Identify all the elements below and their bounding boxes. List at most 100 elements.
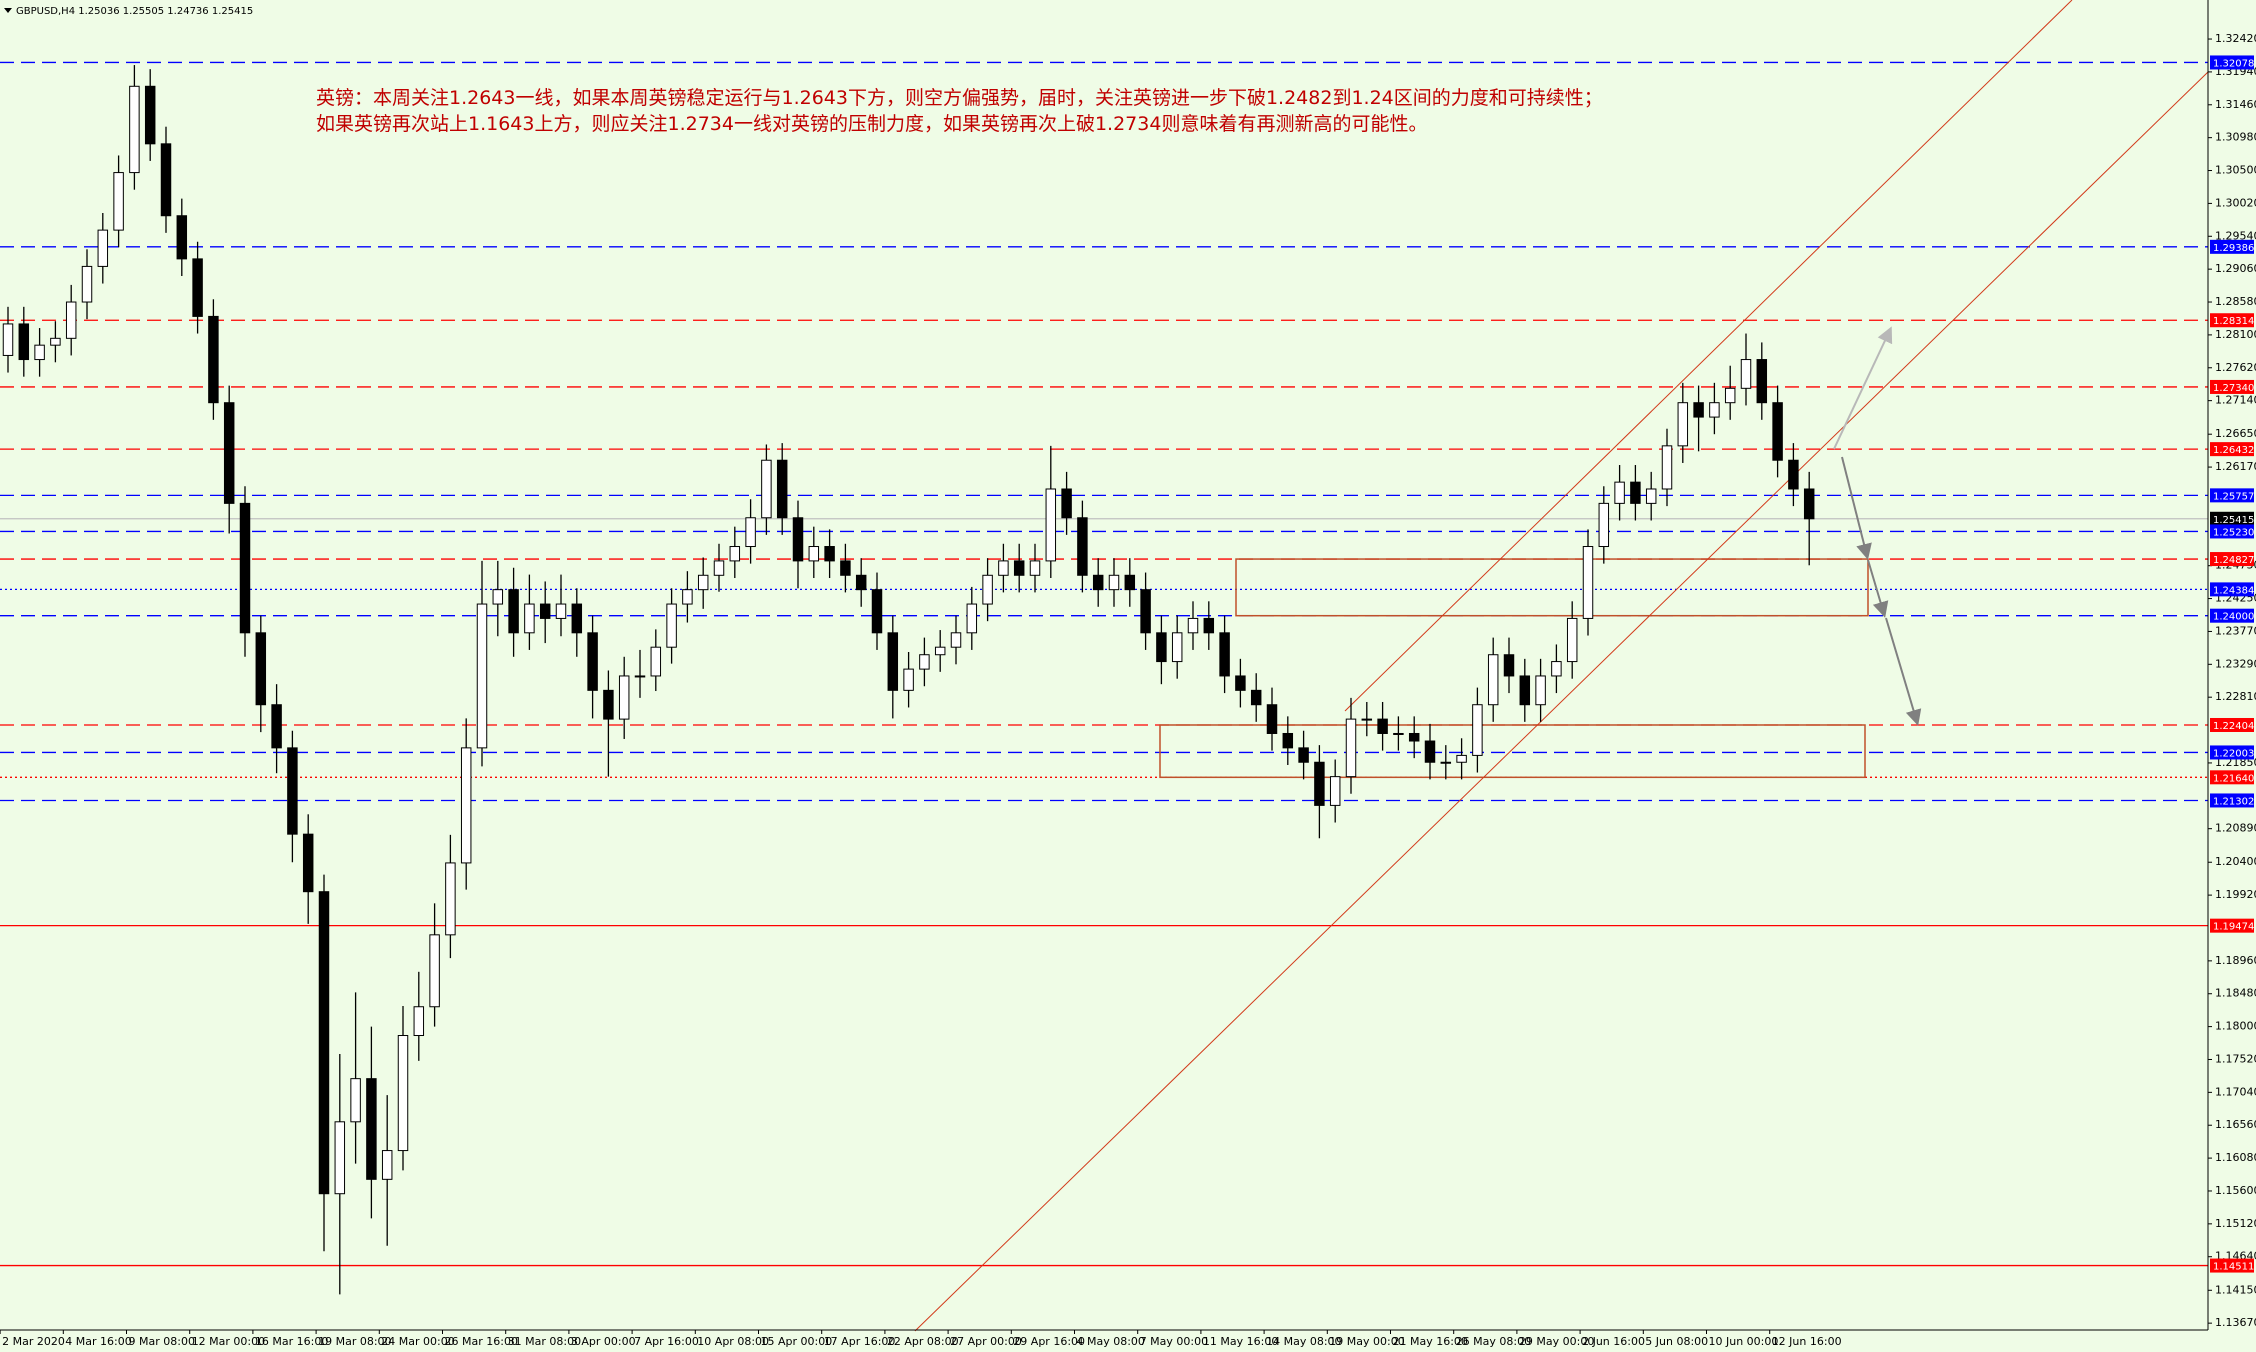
candle-body [1282, 732, 1294, 749]
y-tick-label: 1.16560 [2215, 1118, 2256, 1131]
x-tick-label: 7 Apr 16:00 [634, 1335, 699, 1348]
y-tick-label: 1.14150 [2215, 1283, 2256, 1296]
candle-body [1551, 661, 1562, 677]
y-tick-label: 1.22810 [2215, 690, 2256, 703]
candle-body [334, 1121, 346, 1195]
y-tick-label: 1.28580 [2215, 295, 2256, 308]
x-tick-label: 26 May 08:00 [1456, 1335, 1531, 1348]
y-tick-label: 1.18480 [2215, 987, 2256, 1000]
level-label: 1.14511 [2213, 1262, 2254, 1273]
y-tick-label: 1.16080 [2215, 1151, 2256, 1164]
y-tick-label: 1.26650 [2215, 427, 2256, 440]
y-tick-label: 1.20400 [2215, 855, 2256, 868]
candle-body [1661, 445, 1673, 490]
candle-body [776, 459, 788, 519]
candle-body [950, 632, 962, 648]
candle-body [492, 589, 504, 605]
level-label-box [2210, 793, 2254, 808]
menu-icon [4, 8, 12, 13]
candle-body [1693, 402, 1704, 418]
candle-body [1724, 387, 1736, 404]
x-tick-label: 2 Jun 16:00 [1582, 1335, 1645, 1348]
level-label-box [2210, 55, 2254, 70]
candle-body [729, 546, 741, 562]
candle-body [1314, 761, 1325, 806]
candle-body [1235, 675, 1246, 691]
candle-body [1740, 359, 1752, 389]
y-tick-label: 1.30980 [2215, 131, 2256, 144]
candle-body [524, 603, 535, 634]
zones [1159, 558, 1869, 779]
candle-body [302, 833, 314, 893]
candle-body [1187, 617, 1199, 634]
y-tick-label: 1.13670 [2215, 1316, 2256, 1329]
level-label: 1.24827 [2213, 555, 2254, 566]
candle-body [808, 546, 820, 562]
candle-body [113, 172, 124, 231]
y-tick-label: 1.17520 [2215, 1052, 2256, 1065]
y-tick-label: 1.29540 [2215, 229, 2256, 242]
candle-body [1077, 517, 1088, 576]
arrow [1885, 617, 1922, 726]
candle-body [745, 517, 756, 548]
y-tick-label: 1.30020 [2215, 196, 2256, 209]
candle-body [1630, 481, 1641, 504]
candle-body [1361, 718, 1373, 721]
x-tick-label: 3 Apr 00:00 [571, 1335, 636, 1348]
candle-body [366, 1078, 377, 1180]
candle-body [239, 502, 251, 634]
level-label: 1.22003 [2213, 748, 2254, 759]
candle-body [81, 265, 93, 303]
y-tick-label: 1.27620 [2215, 361, 2256, 374]
level-label-box [2210, 379, 2254, 394]
candle-body [871, 589, 883, 634]
candle-body [350, 1078, 361, 1123]
level-label-box [2210, 770, 2254, 785]
candle-body [1219, 632, 1230, 677]
candle-body [318, 891, 330, 1195]
candle-body [982, 574, 993, 605]
x-tick-label: 16 Mar 16:00 [255, 1335, 328, 1348]
y-tick-label: 1.26170 [2215, 460, 2256, 473]
x-tick-label: 2 Mar 2020 [2, 1335, 65, 1348]
candle-body [1677, 402, 1689, 447]
x-tick-label: 9 Mar 08:00 [129, 1335, 195, 1348]
candle-body [603, 689, 614, 720]
candle-body [792, 517, 804, 562]
x-tick-label: 24 Mar 00:00 [381, 1335, 454, 1348]
candle-body [271, 704, 282, 749]
candle-body [634, 675, 646, 678]
x-tick-label: 21 May 16:00 [1393, 1335, 1468, 1348]
level-label-box [2210, 717, 2254, 732]
level-label-box [2210, 608, 2254, 623]
candle-body [1709, 402, 1720, 418]
candle-body [1092, 574, 1104, 591]
level-label: 1.28314 [2213, 316, 2254, 327]
x-tick-label: 10 Jun 00:00 [1709, 1335, 1779, 1348]
y-tick-label: 1.23770 [2215, 624, 2256, 637]
candle-body [1171, 632, 1183, 663]
y-tick-label: 1.23290 [2215, 657, 2256, 670]
x-tick-label: 17 Apr 16:00 [824, 1335, 896, 1348]
candle-body [1393, 732, 1404, 735]
level-label: 1.24384 [2213, 585, 2254, 596]
candle-body [1772, 402, 1783, 461]
candle-body [1408, 732, 1420, 742]
candle-body [1598, 502, 1610, 548]
candle-body [413, 1006, 425, 1037]
candle-body [1298, 747, 1309, 763]
candle-body [887, 632, 899, 691]
y-tick-label: 1.15120 [2215, 1217, 2256, 1230]
candle-body [160, 143, 172, 217]
x-tick-label: 11 May 16:00 [1203, 1335, 1278, 1348]
candle-body [287, 747, 298, 835]
x-tick-label: 29 May 00:00 [1519, 1335, 1594, 1348]
level-label-box [2210, 239, 2254, 254]
level-label: 1.22404 [2213, 721, 2254, 732]
level-label-box [2210, 552, 2254, 567]
candle-body [919, 654, 930, 670]
candles [2, 65, 1815, 1295]
candle-body [176, 215, 188, 260]
